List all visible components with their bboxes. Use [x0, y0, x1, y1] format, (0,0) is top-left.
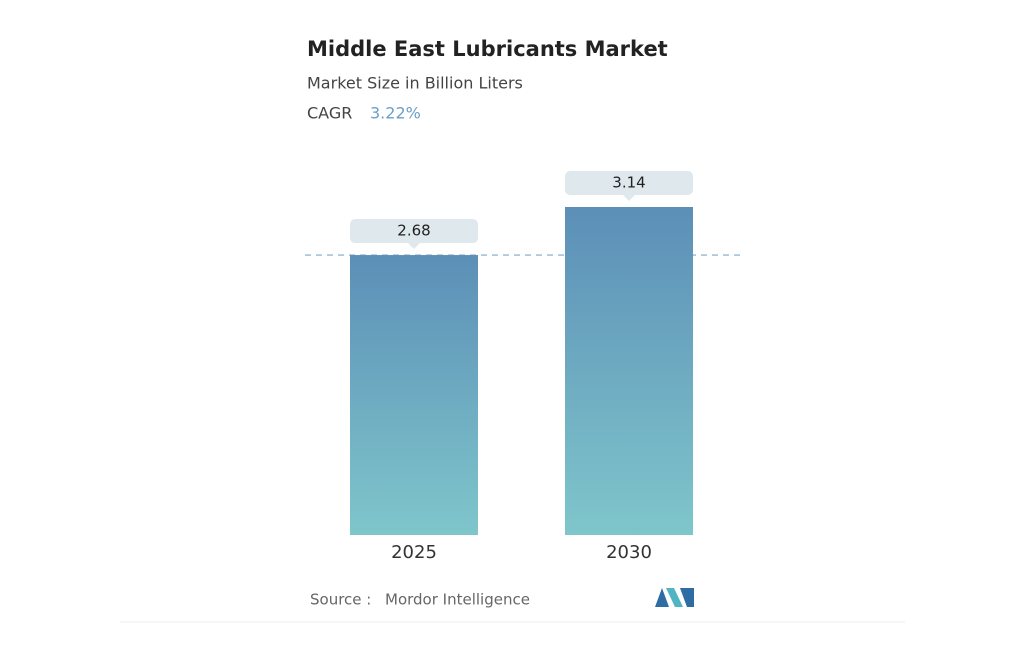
value-callout	[350, 219, 478, 244]
x-tick-label: 2030	[606, 542, 652, 563]
source: Mordor Intelligence	[385, 591, 530, 609]
callout-pointer	[623, 195, 635, 201]
bar	[565, 207, 693, 535]
value-label: 3.14	[612, 174, 645, 192]
x-tick-label: 2025	[391, 542, 437, 563]
chart-title: Middle East Lubricants Market	[307, 37, 668, 61]
cagr-value: 3.22%	[370, 104, 421, 123]
chart-subtitle: Market Size in Billion Liters	[307, 74, 523, 93]
bar	[350, 255, 478, 535]
logo	[655, 588, 694, 607]
source-label: Source :	[310, 591, 371, 609]
value-label: 2.68	[397, 222, 430, 240]
value-callout	[565, 171, 693, 195]
cagr-label: CAGR	[307, 104, 352, 123]
callout-pointer	[408, 243, 420, 250]
